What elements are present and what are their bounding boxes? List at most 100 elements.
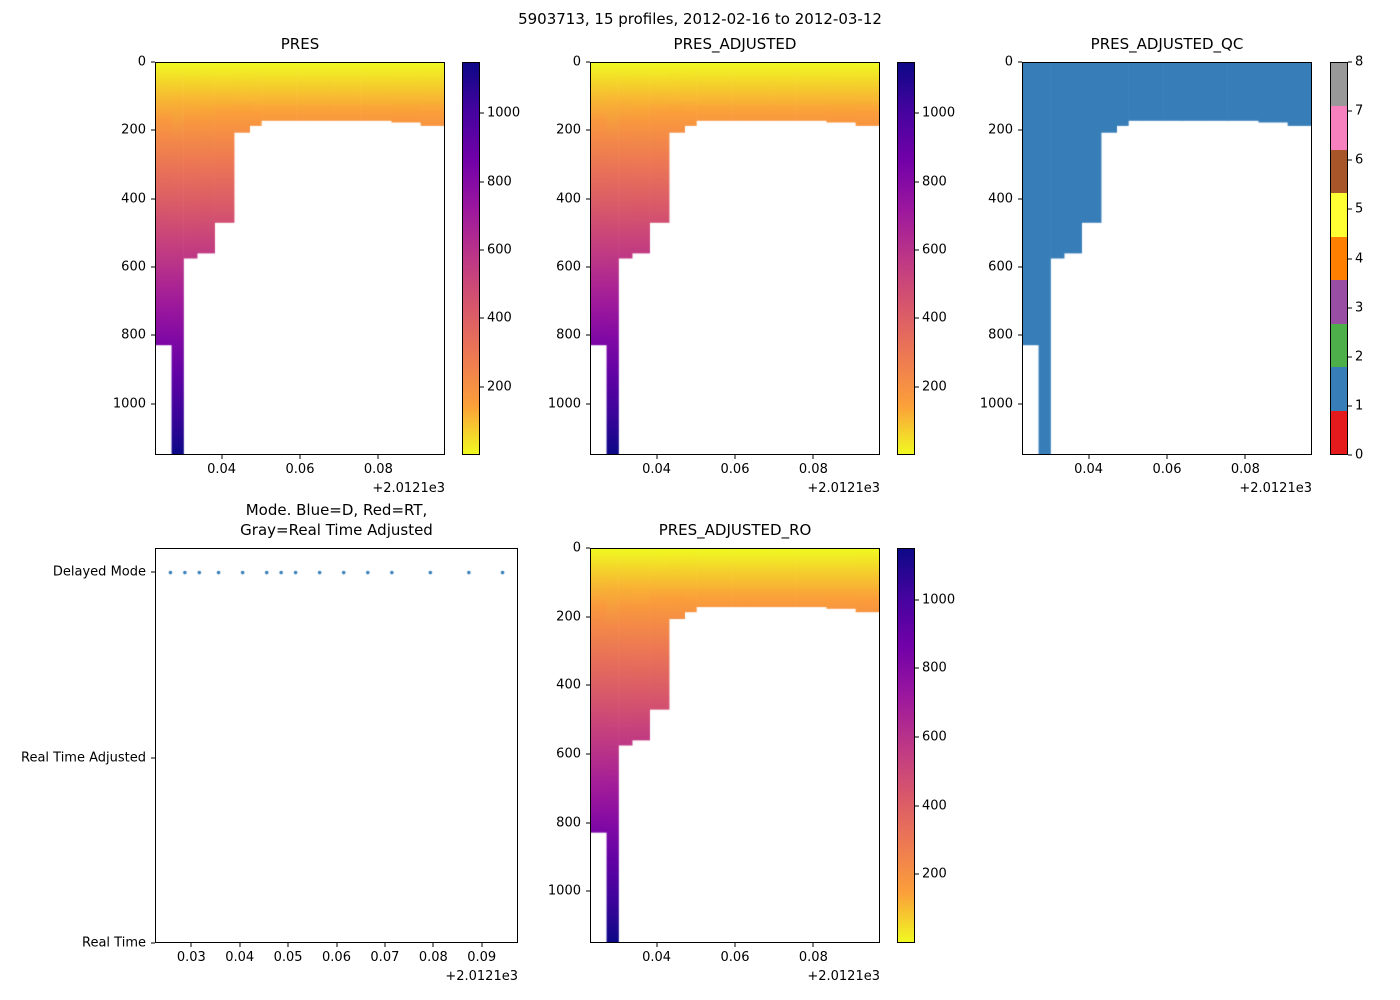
x-tick-label: 0.06 [322,950,351,965]
colorbar-tick-label: 2 [1355,349,1364,365]
y-tick-mark [586,890,590,892]
x-tick-label: 0.09 [467,950,497,965]
x-tick-mark [432,943,434,947]
x-tick-mark [1088,455,1090,459]
x-tick-mark [656,943,658,947]
y-tick-mark [151,757,155,759]
heatmap-canvas-pres-adjusted-qc [1023,63,1311,454]
y-tick-mark [1018,198,1022,200]
x-tick-label: 0.08 [418,950,448,965]
x-tick-label: 0.06 [1152,462,1182,477]
x-tick-mark [336,943,337,947]
colorbar-tick-label: 800 [922,174,947,190]
colorbar-tick-label: 1000 [922,105,956,121]
x-tick-mark [299,455,301,459]
x-tick-label: 0.05 [273,950,303,965]
y-category-label: Delayed Mode [52,564,146,580]
y-tick-label: 600 [988,259,1013,275]
colorbar-tick-label: 400 [487,310,512,326]
colorbar-segment [1331,366,1347,411]
colorbar-tick-label: 3 [1355,300,1364,316]
y-tick-mark [151,942,155,944]
x-tick-label: 0.04 [207,462,237,477]
colorbar-gradient [897,62,915,455]
colorbar-tick-label: 1000 [487,105,521,121]
y-tick-label: 400 [121,191,146,207]
x-tick-label: 0.04 [225,950,255,965]
x-tick-label: 0.07 [370,950,400,965]
y-tick-mark [586,334,590,336]
colorbar-tick-mark [915,181,919,183]
subplot-mode: Mode. Blue=D, Red=RT, Gray=Real Time Adj… [21,501,518,983]
colorbar-tick-label: 600 [922,242,947,258]
x-tick-mark [377,455,379,459]
y-tick-mark [151,61,155,63]
y-tick-label: 200 [121,122,146,138]
colorbar-tick-label: 5 [1355,201,1364,217]
y-tick-mark [586,198,590,200]
colorbar-tick-label: 4 [1355,251,1364,266]
x-offset-label: +2.0121e3 [1239,481,1312,496]
colorbar-pres-adjusted-ro: 200 400 600 800 1000 [897,548,955,943]
colorbar-tick-mark [1348,61,1352,63]
x-offset-label: +2.0121e3 [372,481,445,496]
colorbar-tick-mark [915,736,919,738]
x-tick-label: 0.04 [1074,462,1104,477]
y-tick-label: 800 [556,815,581,831]
y-tick-mark [1018,403,1022,405]
x-tick-label: 0.08 [798,462,828,477]
y-tick-label: 200 [556,609,581,625]
y-tick-label: 1000 [547,883,581,899]
y-tick-label: 800 [988,327,1013,343]
colorbar-tick-label: 400 [922,310,947,326]
colorbar-tick-mark [1348,454,1352,456]
y-tick-mark [1018,266,1022,268]
y-tick-mark [586,61,590,63]
colorbar-tick-label: 200 [487,379,512,395]
y-tick-mark [151,571,155,573]
x-offset-label: +2.0121e3 [807,481,880,496]
y-tick-mark [586,684,590,686]
colorbar-pres-adjusted: 200 400 600 800 1000 [897,62,955,455]
colorbar-tick-label: 400 [922,798,947,814]
y-tick-mark [151,334,155,336]
colorbar-discrete [1330,62,1348,455]
axes-pres-adjusted-ro [590,548,880,943]
y-tick-label: 400 [556,677,581,693]
y-tick-label: 600 [556,259,581,275]
x-tick-label: 0.08 [798,950,828,965]
x-tick-mark [287,943,289,947]
colorbar-tick-label: 600 [922,729,947,745]
colorbar-pres: 200 400 600 800 1000 [462,62,520,455]
y-tick-label: 600 [121,259,146,275]
colorbar-tick-mark [1348,110,1352,112]
x-offset-label: +2.0121e3 [807,969,880,984]
colorbar-tick-mark [1348,405,1352,407]
y-tick-label: 200 [556,122,581,138]
y-tick-mark [586,753,590,755]
y-category-label: Real Time [82,935,146,951]
colorbar-segment [1331,322,1347,368]
y-tick-mark [586,266,590,268]
axes-pres-adjusted [590,62,880,455]
subplot-pres: PRES +2.0121e3 0.04 0.06 0.08 0 200 400 600 800… [113,35,445,495]
subplot-title-pres-adjusted-ro: PRES_ADJUSTED_RO [658,520,812,539]
x-tick-mark [656,455,658,459]
x-tick-label: 0.06 [285,462,315,477]
y-tick-mark [1018,61,1022,63]
x-tick-mark [1166,455,1168,459]
y-tick-mark [586,129,590,131]
colorbar-tick-label: 0 [1355,447,1364,463]
y-tick-label: 600 [556,746,581,762]
subplot-pres-adjusted: PRES_ADJUSTED +2.0121e3 0.04 0.06 0.08 0 200… [548,35,880,495]
colorbar-tick-label: 800 [487,174,512,190]
y-tick-mark [1018,334,1022,336]
heatmap-canvas-pres-adjusted [591,63,879,454]
colorbar-tick-mark [480,317,484,319]
x-tick-mark [239,943,241,947]
colorbar-tick-mark [480,386,484,388]
y-tick-label: 1000 [112,396,146,412]
colorbar-tick-mark [480,181,484,183]
colorbar-segment [1331,409,1347,454]
colorbar-tick-mark [915,249,919,251]
